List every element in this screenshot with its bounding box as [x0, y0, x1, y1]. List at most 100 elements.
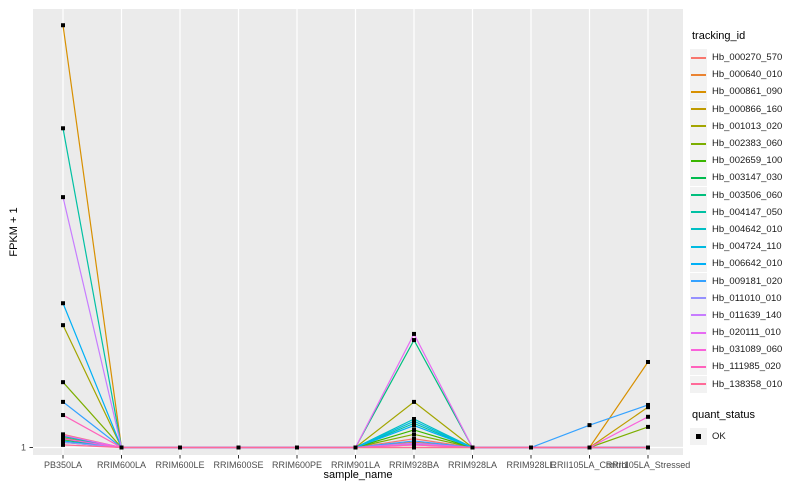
data-point: [61, 413, 65, 418]
legend-line-key-icon: [690, 341, 707, 359]
data-point: [646, 402, 650, 407]
legend-item-label: Hb_011010_010: [712, 292, 782, 304]
data-point: [61, 301, 65, 306]
legend-line-key-icon: [690, 306, 707, 324]
x-axis-title: sample_name: [323, 469, 393, 481]
x-tick-label: RRIM600SE: [213, 460, 263, 470]
data-point: [412, 399, 416, 404]
data-point: [587, 423, 592, 428]
data-point: [412, 432, 416, 437]
data-point: [412, 416, 416, 421]
legend-item-label: Hb_111985_020: [712, 361, 781, 373]
legend-item-label: Hb_002659_100: [712, 155, 783, 167]
legend-item: Hb_000861_090: [690, 83, 798, 101]
data-point: [61, 440, 65, 445]
data-point: [470, 445, 475, 450]
data-point: [412, 419, 416, 424]
legend-item: Hb_003147_030: [690, 169, 798, 187]
data-point: [412, 331, 416, 336]
x-tick-label: RRIM600LA: [97, 460, 146, 470]
legend-item: Hb_009181_020: [690, 272, 798, 290]
legend-item-label: Hb_004724_110: [712, 241, 782, 253]
x-tick-label: RRIM600PE: [272, 460, 322, 470]
data-point: [529, 445, 533, 450]
data-point: [412, 427, 416, 432]
data-point: [61, 323, 65, 328]
legend-line-key-icon: [690, 375, 707, 393]
x-tick-label: RRII105LA_Control: [550, 460, 628, 470]
legend-line-key-icon: [690, 358, 707, 376]
data-point: [646, 414, 650, 419]
legend-line-key-icon: [690, 272, 707, 290]
legend-item: Hb_004724_110: [690, 238, 798, 256]
data-point: [61, 433, 65, 438]
legend-line-key-icon: [690, 100, 707, 118]
data-point: [178, 445, 182, 450]
data-point: [236, 445, 241, 450]
legend-item-label: Hb_020111_010: [712, 327, 781, 339]
x-tick-label: PB350LA: [44, 460, 82, 470]
data-point: [295, 445, 299, 450]
data-point: [61, 442, 65, 447]
color-legend-title: tracking_id: [692, 30, 746, 42]
legend-item: Hb_004147_050: [690, 203, 798, 221]
legend-item: Hb_002659_100: [690, 152, 798, 170]
data-point: [412, 421, 416, 426]
legend-line-key-icon: [690, 152, 707, 170]
data-point: [61, 126, 65, 131]
legend-item-label: Hb_138358_010: [712, 378, 783, 390]
legend-item: Hb_020111_010: [690, 324, 798, 342]
data-point: [61, 436, 65, 441]
legend-line-key-icon: [690, 255, 707, 273]
legend: tracking_id Hb_000270_570 Hb_000640_010 Hb…: [690, 30, 798, 445]
data-point: [646, 445, 650, 450]
x-tick-label: RRIM901LA: [331, 460, 380, 470]
legend-line-key-icon: [690, 324, 707, 342]
legend-item: Hb_111985_020: [690, 358, 798, 376]
x-tick-label: RRIM600LE: [155, 460, 204, 470]
legend-item-label: Hb_000270_570: [712, 52, 783, 64]
legend-item: Hb_002383_060: [690, 135, 798, 153]
legend-item-label: Hb_000640_010: [712, 69, 783, 81]
legend-item: Hb_003506_060: [690, 186, 798, 204]
legend-item: Hb_011010_010: [690, 289, 798, 307]
legend-line-key-icon: [690, 238, 707, 256]
legend-item-label: Hb_000866_160: [712, 103, 783, 115]
legend-item: Hb_011639_140: [690, 306, 798, 324]
legend-item-label: Hb_001013_020: [712, 120, 783, 132]
legend-line-key-icon: [690, 83, 707, 101]
data-point: [412, 445, 416, 450]
legend-item: Hb_138358_010: [690, 375, 798, 393]
legend-item: Hb_000640_010: [690, 66, 798, 84]
legend-item-label: Hb_004642_010: [712, 223, 783, 235]
color-legend-rows: Hb_000270_570 Hb_000640_010 Hb_000861_090 H…: [690, 49, 798, 393]
legend-line-key-icon: [690, 117, 707, 135]
plot-panel: [33, 9, 683, 455]
legend-gap: [690, 393, 798, 409]
legend-line-key-icon: [690, 186, 707, 204]
shape-legend-title: quant_status: [692, 408, 755, 421]
legend-item: Hb_000270_570: [690, 49, 798, 67]
legend-item-label: Hb_004147_050: [712, 206, 783, 218]
legend-item: Hb_001013_020: [690, 117, 798, 135]
x-tick-label: RRIM928LA: [448, 460, 497, 470]
data-point: [119, 445, 124, 450]
data-point: [646, 359, 650, 364]
legend-item-label: Hb_006642_010: [712, 258, 783, 270]
data-point: [412, 436, 416, 441]
data-point: [412, 423, 416, 428]
legend-item-label: Hb_011639_140: [712, 309, 782, 321]
data-point: [412, 438, 416, 443]
x-tick-label: RRIM928LE: [506, 460, 555, 470]
y-axis-title: FPKM + 1: [8, 207, 20, 257]
data-point: [61, 195, 65, 200]
legend-item-label: Hb_003506_060: [712, 189, 783, 201]
data-point: [61, 399, 65, 404]
legend-line-key-icon: [690, 169, 707, 187]
x-tick-label: RRII105LA_Stressed: [606, 460, 691, 470]
ok-square-icon: [690, 427, 707, 445]
legend-line-key-icon: [690, 135, 707, 153]
data-point: [353, 445, 358, 450]
